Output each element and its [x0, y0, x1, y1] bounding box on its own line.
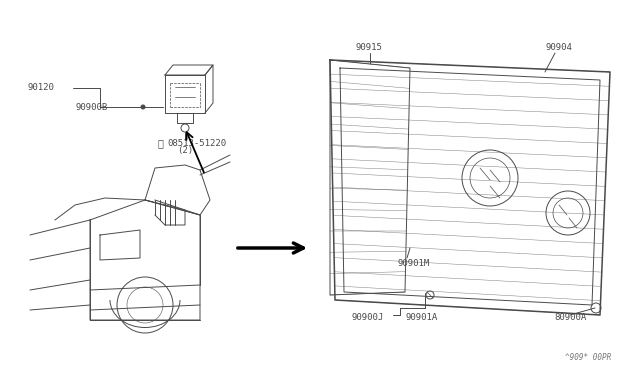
Text: 80900A: 80900A	[554, 314, 586, 323]
Text: 08513-51220: 08513-51220	[167, 138, 226, 148]
Text: 90900J: 90900J	[352, 314, 384, 323]
Text: 90900B: 90900B	[75, 103, 108, 112]
Text: ^909* 00PR: ^909* 00PR	[565, 353, 611, 362]
Text: Ⓢ: Ⓢ	[157, 138, 163, 148]
Text: 90901A: 90901A	[405, 314, 437, 323]
Text: 90915: 90915	[356, 44, 383, 52]
Text: 90120: 90120	[28, 83, 55, 93]
Text: (2): (2)	[177, 147, 193, 155]
Text: 90901M: 90901M	[398, 259, 430, 267]
Text: 90904: 90904	[545, 44, 572, 52]
Circle shape	[141, 105, 145, 109]
